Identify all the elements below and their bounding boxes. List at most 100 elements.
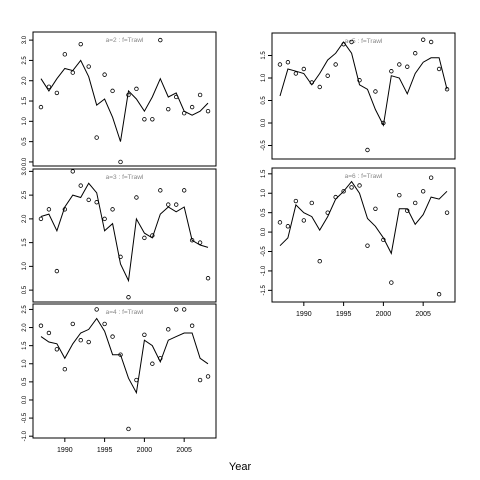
panel-title: a=2 : f=Trawl	[106, 37, 144, 44]
y-tick-label: -0.5	[261, 140, 267, 151]
data-point	[158, 37, 163, 43]
panel-title: a=3 : f=Trawl	[106, 174, 144, 181]
panel: -1.0 -0.5 0.0 0.5 1.0 1.5 2.0 2.5 1990 1995 2000 20…	[22, 303, 217, 454]
data-point	[158, 356, 163, 361]
panel-title: a=5 : f=Trawl	[345, 38, 383, 45]
data-point	[205, 108, 211, 114]
data-point	[70, 169, 75, 174]
data-point	[110, 207, 115, 212]
data-point	[205, 374, 211, 379]
data-point	[118, 254, 123, 260]
data-point	[134, 195, 139, 200]
y-tick-label: 1.0	[261, 73, 267, 82]
panels: 0.0 0.5 1.0 1.5 2.0 2.5 3.0 a=2 : f=Trawl 0.5 1.0…	[22, 31, 456, 454]
data-point	[189, 104, 195, 110]
data-point	[38, 104, 44, 110]
data-point	[38, 323, 44, 328]
y-tick-label: -1.0	[22, 430, 28, 441]
data-point	[309, 80, 314, 85]
data-point	[78, 183, 83, 188]
x-tick-label: 2000	[376, 311, 392, 318]
data-point	[285, 224, 291, 229]
y-tick-label: 0.5	[22, 137, 28, 146]
data-point	[174, 202, 179, 207]
data-point	[102, 321, 107, 327]
fitted-line	[40, 59, 209, 142]
data-point	[301, 218, 307, 223]
data-point	[373, 206, 378, 211]
data-point	[118, 352, 123, 357]
y-tick-label: 2.5	[22, 190, 28, 199]
y-tick-label: -0.5	[261, 246, 267, 257]
y-tick-label: -0.5	[22, 412, 28, 423]
x-tick-label: 1990	[296, 311, 312, 318]
y-tick-label: -1.5	[261, 285, 267, 296]
data-point	[317, 259, 322, 264]
data-point	[158, 188, 163, 193]
data-point	[197, 240, 203, 245]
data-point	[142, 235, 147, 241]
y-tick-label: 3.0	[22, 35, 28, 44]
data-point	[62, 207, 68, 212]
data-point	[174, 94, 179, 100]
data-point	[325, 73, 330, 78]
y-tick-label: 0.0	[22, 157, 28, 166]
data-point	[420, 37, 426, 42]
data-point	[205, 276, 211, 281]
y-tick-label: 1.0	[22, 359, 28, 368]
data-point	[285, 60, 291, 65]
data-point	[94, 200, 99, 205]
data-point	[197, 92, 203, 98]
panel: 0.5 1.0 1.5 2.0 2.5 3.0 a=3 : f=Trawl	[22, 167, 217, 303]
data-point	[102, 72, 107, 77]
data-point	[444, 87, 450, 92]
data-point	[277, 220, 283, 225]
data-point	[142, 117, 147, 122]
data-point	[94, 307, 99, 312]
y-tick-label: 1.0	[22, 117, 28, 126]
data-point	[126, 426, 131, 432]
data-point	[405, 208, 410, 213]
panel-title: a=6 : f=Trawl	[345, 173, 383, 180]
data-point	[365, 147, 370, 153]
data-point	[102, 216, 107, 222]
y-tick-label: 1.5	[22, 96, 28, 105]
data-point	[333, 194, 338, 200]
data-point	[46, 84, 52, 90]
data-point	[397, 192, 402, 198]
data-point	[333, 62, 338, 67]
data-point	[341, 42, 346, 47]
y-tick-label: 0.0	[22, 395, 28, 404]
data-point	[70, 70, 75, 75]
data-point	[349, 185, 354, 190]
data-point	[357, 78, 362, 83]
data-point	[150, 117, 155, 122]
data-point	[86, 339, 91, 345]
fitted-line	[279, 41, 448, 127]
data-point	[381, 120, 386, 126]
y-tick-label: 0.5	[22, 285, 28, 294]
data-point	[46, 330, 52, 336]
y-tick-label: 2.5	[22, 305, 28, 314]
y-tick-label: 2.5	[22, 56, 28, 65]
data-point	[309, 200, 314, 206]
data-point	[142, 332, 147, 337]
data-point	[405, 64, 410, 69]
data-point	[118, 159, 123, 165]
data-point	[174, 307, 179, 312]
x-tick-label: 1995	[336, 311, 352, 318]
y-tick-label: 2.0	[22, 76, 28, 85]
data-point	[436, 66, 442, 72]
x-tick-label: 1995	[97, 447, 113, 454]
data-point	[189, 238, 195, 243]
data-point	[150, 361, 155, 366]
data-point	[134, 86, 139, 92]
y-tick-label: 2.0	[22, 323, 28, 332]
data-point	[54, 347, 60, 352]
data-point	[365, 243, 370, 248]
data-point	[166, 106, 171, 112]
data-point	[54, 90, 60, 96]
y-tick-label: 1.5	[261, 169, 267, 178]
data-point	[166, 327, 171, 332]
